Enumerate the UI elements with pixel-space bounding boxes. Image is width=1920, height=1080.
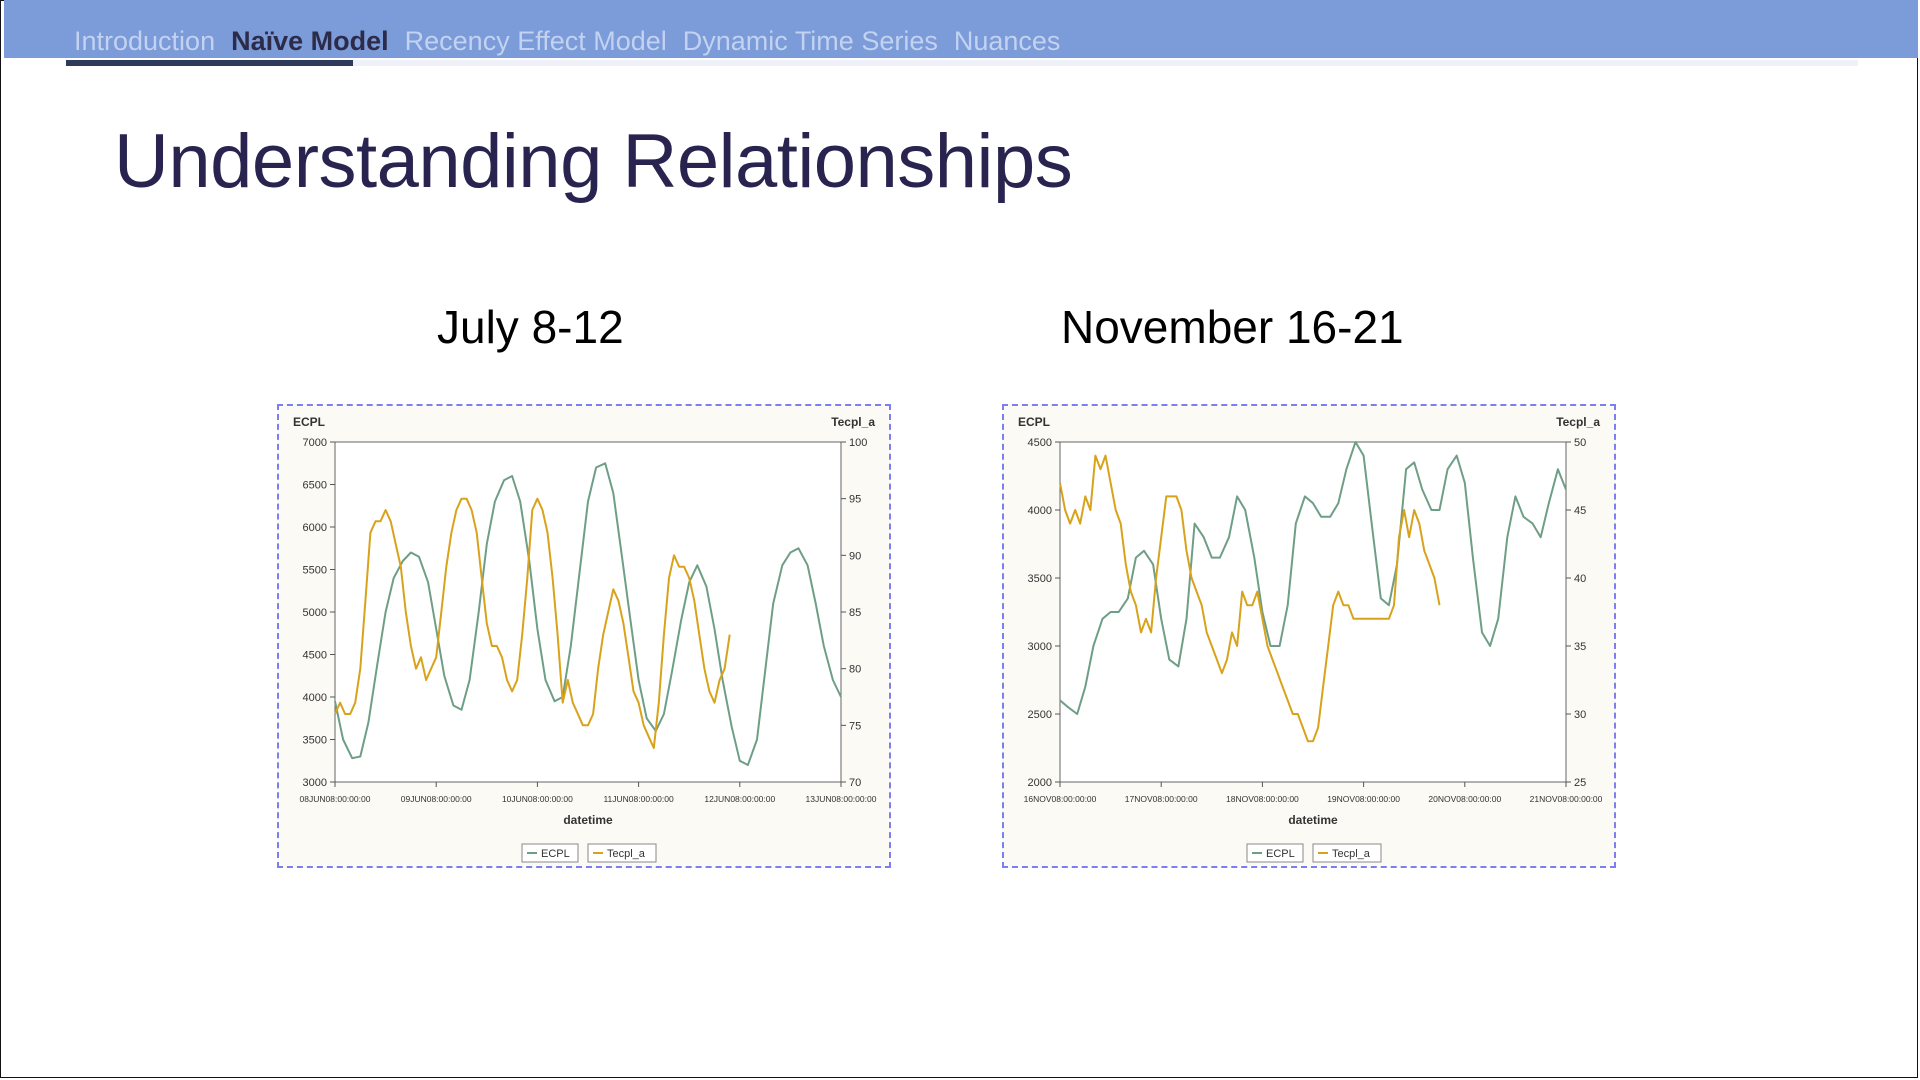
x-tick-label: 19NOV08:00:00:00 bbox=[1327, 794, 1400, 804]
right-tick-label: 85 bbox=[849, 607, 861, 619]
left-tick-label: 5000 bbox=[303, 607, 327, 619]
right-tick-label: 95 bbox=[849, 494, 861, 506]
left-tick-label: 4500 bbox=[303, 650, 327, 662]
left-tick-label: 3000 bbox=[1028, 641, 1052, 653]
plot-area bbox=[334, 441, 842, 783]
section-nav-tabs: Introduction Naïve Model Recency Effect … bbox=[74, 26, 1060, 57]
legend-item-box bbox=[521, 843, 579, 863]
legend-label: Tecpl_a bbox=[1332, 848, 1371, 860]
left-tick-label: 6500 bbox=[303, 480, 327, 492]
left-tick-label: 3500 bbox=[1028, 573, 1052, 585]
nav-tab-naive-model[interactable]: Naïve Model bbox=[231, 26, 389, 56]
right-tick-label: 100 bbox=[849, 437, 867, 449]
legend-item-box bbox=[1312, 843, 1382, 863]
chart-july-svg: ECPL Tecpl_a 3000 3500 4000 4500 5000 5500 6000 6… bbox=[293, 415, 877, 863]
chart-caption-november: November 16-21 bbox=[1061, 301, 1404, 353]
right-tick-label: 35 bbox=[1574, 641, 1586, 653]
left-tick-label: 2500 bbox=[1028, 709, 1052, 721]
right-tick-label: 70 bbox=[849, 777, 861, 789]
x-tick-label: 09JUN08:00:00:00 bbox=[401, 794, 472, 804]
chart-november-svg: ECPL Tecpl_a 2000 2500 3000 3500 4000 4500 25 30 3… bbox=[1018, 415, 1603, 863]
nav-tab-dynamic-time-series[interactable]: Dynamic Time Series bbox=[682, 26, 938, 56]
x-tick-label: 13JUN08:00:00:00 bbox=[806, 794, 877, 804]
x-tick-label: 11JUN08:00:00:00 bbox=[603, 794, 674, 804]
x-tick-label: 16NOV08:00:00:00 bbox=[1024, 794, 1097, 804]
chart-november: ECPL Tecpl_a 2000 2500 3000 3500 4000 4500 25 30 3… bbox=[1002, 404, 1616, 868]
x-tick-label: 12JUN08:00:00:00 bbox=[704, 794, 775, 804]
left-tick-label: 4500 bbox=[1028, 437, 1052, 449]
left-axis-label: ECPL bbox=[1018, 415, 1050, 429]
left-tick-label: 4000 bbox=[303, 692, 327, 704]
series-line-tecpl-a bbox=[1059, 454, 1441, 743]
x-axis-label: datetime bbox=[563, 813, 613, 827]
section-nav-bar bbox=[4, 0, 1918, 58]
legend-item-box bbox=[587, 843, 657, 863]
nav-tab-recency-effect-model[interactable]: Recency Effect Model bbox=[404, 26, 667, 56]
right-axis-label: Tecpl_a bbox=[831, 415, 875, 429]
series-line-ecpl bbox=[1059, 441, 1567, 715]
x-tick-label: 18NOV08:00:00:00 bbox=[1226, 794, 1299, 804]
legend-item-box bbox=[1246, 843, 1304, 863]
x-tick-label: 17NOV08:00:00:00 bbox=[1125, 794, 1198, 804]
slide-title: Understanding Relationships bbox=[114, 119, 1073, 204]
right-tick-label: 40 bbox=[1574, 573, 1586, 585]
x-tick-label: 20NOV08:00:00:00 bbox=[1428, 794, 1501, 804]
left-tick-label: 3000 bbox=[303, 777, 327, 789]
left-tick-label: 4000 bbox=[1028, 505, 1052, 517]
plot-area bbox=[1059, 441, 1567, 783]
chart-july: ECPL Tecpl_a 3000 3500 4000 4500 5000 5500 6000 6… bbox=[277, 404, 891, 868]
x-tick-label: 08JUN08:00:00:00 bbox=[300, 794, 371, 804]
right-tick-label: 90 bbox=[849, 550, 861, 562]
right-tick-label: 50 bbox=[1574, 437, 1586, 449]
right-tick-label: 80 bbox=[849, 664, 861, 676]
chart-caption-july: July 8-12 bbox=[437, 301, 624, 353]
right-tick-label: 30 bbox=[1574, 709, 1586, 721]
right-tick-label: 75 bbox=[849, 720, 861, 732]
left-axis-label: ECPL bbox=[293, 415, 325, 429]
right-axis-label: Tecpl_a bbox=[1556, 415, 1600, 429]
series-line-tecpl-a bbox=[334, 497, 731, 749]
left-tick-label: 5500 bbox=[303, 565, 327, 577]
nav-progress-active bbox=[66, 60, 353, 66]
left-tick-label: 7000 bbox=[303, 437, 327, 449]
nav-tab-introduction[interactable]: Introduction bbox=[74, 26, 216, 56]
legend-label: ECPL bbox=[1266, 848, 1295, 860]
legend-label: ECPL bbox=[541, 848, 570, 860]
right-tick-label: 25 bbox=[1574, 777, 1586, 789]
nav-progress-track bbox=[66, 60, 1858, 66]
legend-label: Tecpl_a bbox=[607, 848, 646, 860]
left-tick-label: 6000 bbox=[303, 522, 327, 534]
x-tick-label: 10JUN08:00:00:00 bbox=[502, 794, 573, 804]
series-line-ecpl bbox=[334, 462, 842, 766]
x-tick-label: 21NOV08:00:00:00 bbox=[1530, 794, 1603, 804]
left-tick-label: 3500 bbox=[303, 735, 327, 747]
right-tick-label: 45 bbox=[1574, 505, 1586, 517]
x-axis-label: datetime bbox=[1288, 813, 1338, 827]
nav-tab-nuances[interactable]: Nuances bbox=[953, 26, 1061, 56]
left-tick-label: 2000 bbox=[1028, 777, 1052, 789]
